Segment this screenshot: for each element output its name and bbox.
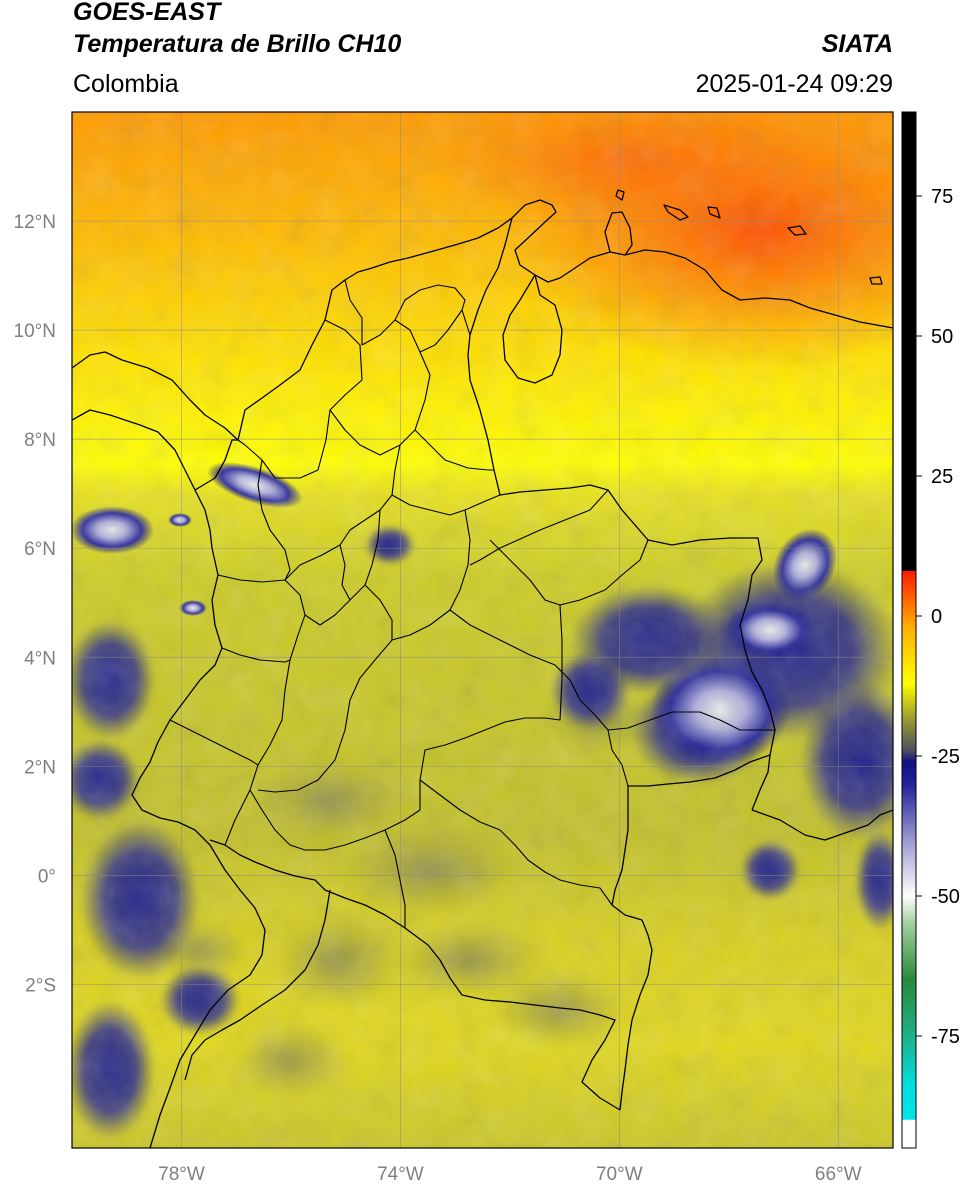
region-label: Colombia (73, 70, 179, 98)
lon-tick-label: 66°W (815, 1164, 862, 1185)
colorbar-tick-label: -75 (931, 1026, 960, 1048)
lat-tick-label: 0° (38, 866, 56, 887)
colorbar-tick-label: 75 (931, 186, 953, 208)
lon-tick-label: 70°W (596, 1164, 643, 1185)
colombia-venezuela-border (467, 217, 776, 811)
map-frame (71, 111, 894, 1149)
lat-tick-label: 4°N (24, 648, 56, 669)
venezuela-brazil-border (751, 809, 893, 841)
island-3 (787, 225, 807, 236)
boundaries (72, 189, 893, 1148)
panama-colombia-border (194, 439, 238, 491)
colombia-peru-border (209, 839, 621, 1111)
pacific-coastline (72, 409, 266, 1148)
datetime-label: 2025-01-24 09:29 (695, 70, 893, 98)
island-4 (869, 276, 883, 285)
colorbar-tick-label: -25 (931, 746, 960, 768)
brightness-temperature-imagery (72, 112, 893, 1148)
agency-label: SIATA (821, 30, 893, 58)
colorbar-tick-label: -50 (931, 886, 960, 908)
lat-tick-label: 6°N (24, 539, 56, 560)
colorbar-tick-label: 0 (931, 606, 942, 628)
colorbar: 75 50 25 0 -25 -50 -75 (901, 111, 960, 1149)
lon-tick-label: 78°W (158, 1164, 205, 1185)
colorbar-ticks: 75 50 25 0 -25 -50 -75 (916, 186, 960, 1048)
lat-tick-label: 8°N (24, 430, 56, 451)
colorbar-gradient (902, 112, 916, 1148)
lat-tick-label: 10°N (14, 321, 56, 342)
lon-tick-label: 74°W (377, 1164, 424, 1185)
lake-maracaibo (502, 274, 563, 384)
island-1 (663, 204, 689, 221)
longitude-tick-labels: 78°W 74°W 70°W 66°W (158, 1164, 862, 1185)
lat-tick-label: 12°N (14, 212, 56, 233)
lat-tick-label: 2°S (25, 975, 56, 996)
latitude-tick-labels: 12°N 10°N 8°N 6°N 4°N 2°N 0° 2°S (14, 212, 56, 996)
ecuador-peru-border (184, 889, 331, 1081)
colorbar-tick-label: 50 (931, 326, 953, 348)
lat-tick-label: 2°N (24, 757, 56, 778)
colorbar-frame (901, 111, 917, 1149)
colombia-brazil-border (611, 754, 771, 1111)
gridlines (72, 112, 893, 1148)
satellite-title: GOES-EAST (73, 0, 221, 26)
island-2 (707, 206, 721, 219)
island-5 (615, 189, 625, 201)
colorbar-tick-label: 25 (931, 466, 953, 488)
paraguana-peninsula (604, 211, 633, 256)
product-title: Temperatura de Brillo CH10 (73, 30, 402, 58)
department-borders (169, 279, 775, 928)
